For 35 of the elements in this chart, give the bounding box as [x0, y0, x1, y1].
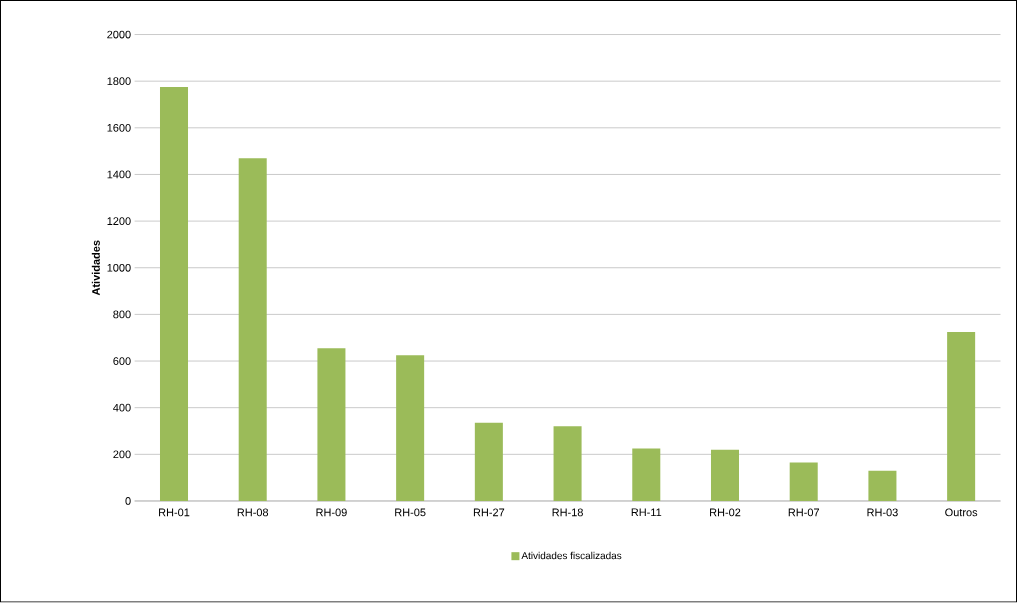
bar — [317, 348, 346, 502]
bar — [553, 426, 582, 502]
y-tick-label: 400 — [113, 404, 131, 412]
x-tick-label: RH-18 — [552, 508, 583, 517]
x-tick-label: RH-11 — [631, 508, 662, 517]
y-tick-label: 1600 — [107, 124, 131, 132]
x-tick-label: RH-01 — [159, 508, 190, 517]
y-tick-label: 800 — [113, 310, 131, 319]
bar — [474, 423, 503, 502]
y-tick-label: 1800 — [107, 77, 131, 86]
y-tick-label: 0 — [125, 497, 131, 506]
bar — [159, 87, 189, 502]
y-tick-label: 200 — [113, 450, 131, 459]
y-tick-label: 2000 — [107, 30, 131, 39]
y-tick-label: 1400 — [107, 170, 131, 179]
bar — [868, 470, 897, 502]
x-tick-label: RH-09 — [316, 508, 347, 517]
y-tick-label: 1200 — [107, 217, 131, 226]
x-tick-label: RH-27 — [473, 508, 505, 517]
bar — [710, 449, 740, 502]
y-tick-label: 600 — [113, 357, 131, 366]
bar — [238, 158, 267, 502]
y-tick-label: 1000 — [107, 264, 131, 272]
x-tick-label: RH-08 — [237, 508, 269, 517]
legend-label: Atividades fiscalizadas — [521, 552, 622, 560]
bar — [632, 448, 661, 502]
bar — [947, 332, 976, 502]
x-tick-label: RH-07 — [788, 508, 820, 517]
x-tick-label: Outros — [945, 508, 978, 517]
bar — [396, 355, 425, 502]
bar — [789, 462, 818, 502]
x-tick-label: RH-02 — [710, 508, 741, 517]
x-tick-label: RH-05 — [395, 508, 426, 517]
x-tick-label: RH-03 — [867, 508, 898, 517]
y-axis-title: Atividades — [91, 240, 100, 296]
